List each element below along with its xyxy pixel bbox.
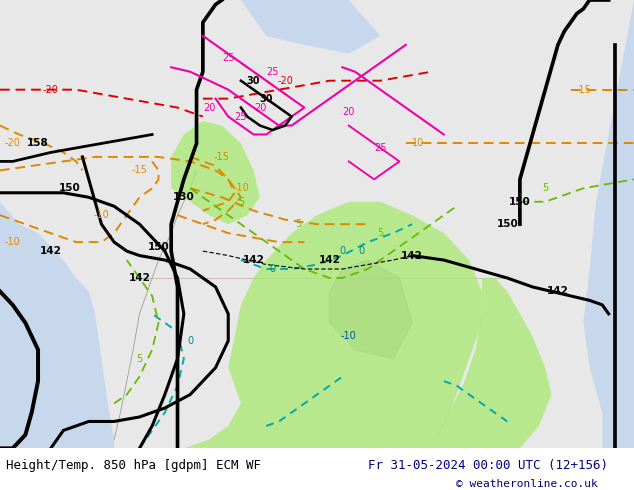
Text: 142: 142	[319, 255, 340, 265]
Text: 10: 10	[412, 139, 425, 148]
Text: 5: 5	[136, 354, 143, 364]
Text: 0: 0	[187, 336, 193, 346]
Text: 20: 20	[254, 102, 266, 113]
Text: -10: -10	[5, 237, 20, 247]
Text: -20: -20	[4, 139, 21, 148]
Polygon shape	[241, 0, 380, 54]
Text: -10: -10	[94, 210, 109, 220]
Text: 142: 142	[547, 287, 569, 296]
Polygon shape	[330, 260, 412, 359]
Text: 5: 5	[377, 228, 384, 238]
Text: 0: 0	[269, 264, 276, 274]
Text: 0: 0	[358, 246, 365, 256]
Text: -20: -20	[42, 85, 59, 95]
Polygon shape	[171, 121, 260, 224]
Text: 5: 5	[542, 183, 548, 194]
Text: 150: 150	[509, 197, 531, 207]
Text: -10: -10	[341, 331, 356, 341]
Text: © weatheronline.co.uk: © weatheronline.co.uk	[456, 479, 598, 489]
Text: 130: 130	[173, 192, 195, 202]
Text: 142: 142	[243, 255, 264, 265]
Text: 158: 158	[27, 139, 49, 148]
Polygon shape	[184, 202, 482, 448]
Text: 20: 20	[203, 102, 216, 113]
Text: -15: -15	[575, 85, 592, 95]
Text: -15: -15	[214, 152, 230, 162]
Text: 30: 30	[259, 94, 273, 104]
Text: Fr 31-05-2024 00:00 UTC (12+156): Fr 31-05-2024 00:00 UTC (12+156)	[368, 459, 608, 471]
Text: 25: 25	[374, 143, 387, 153]
Polygon shape	[0, 0, 114, 448]
Text: 142: 142	[40, 246, 61, 256]
Text: 5: 5	[295, 219, 301, 229]
Text: 142: 142	[401, 250, 423, 261]
Text: -15: -15	[131, 165, 148, 175]
Text: -20: -20	[277, 75, 294, 86]
Text: 142: 142	[129, 273, 150, 283]
Text: -10: -10	[233, 183, 249, 194]
Text: Height/Temp. 850 hPa [gdpm] ECM WF: Height/Temp. 850 hPa [gdpm] ECM WF	[6, 459, 261, 471]
Text: 150: 150	[496, 219, 518, 229]
Polygon shape	[583, 0, 634, 448]
Text: 150: 150	[148, 242, 169, 251]
Text: 150: 150	[59, 183, 81, 194]
Text: 20: 20	[342, 107, 355, 117]
Text: 25: 25	[222, 53, 235, 63]
Text: 25: 25	[266, 67, 279, 77]
Text: 30: 30	[247, 75, 261, 86]
Polygon shape	[431, 278, 552, 448]
Text: 0: 0	[339, 246, 346, 256]
Text: 5: 5	[238, 197, 244, 207]
Text: 25: 25	[235, 112, 247, 122]
